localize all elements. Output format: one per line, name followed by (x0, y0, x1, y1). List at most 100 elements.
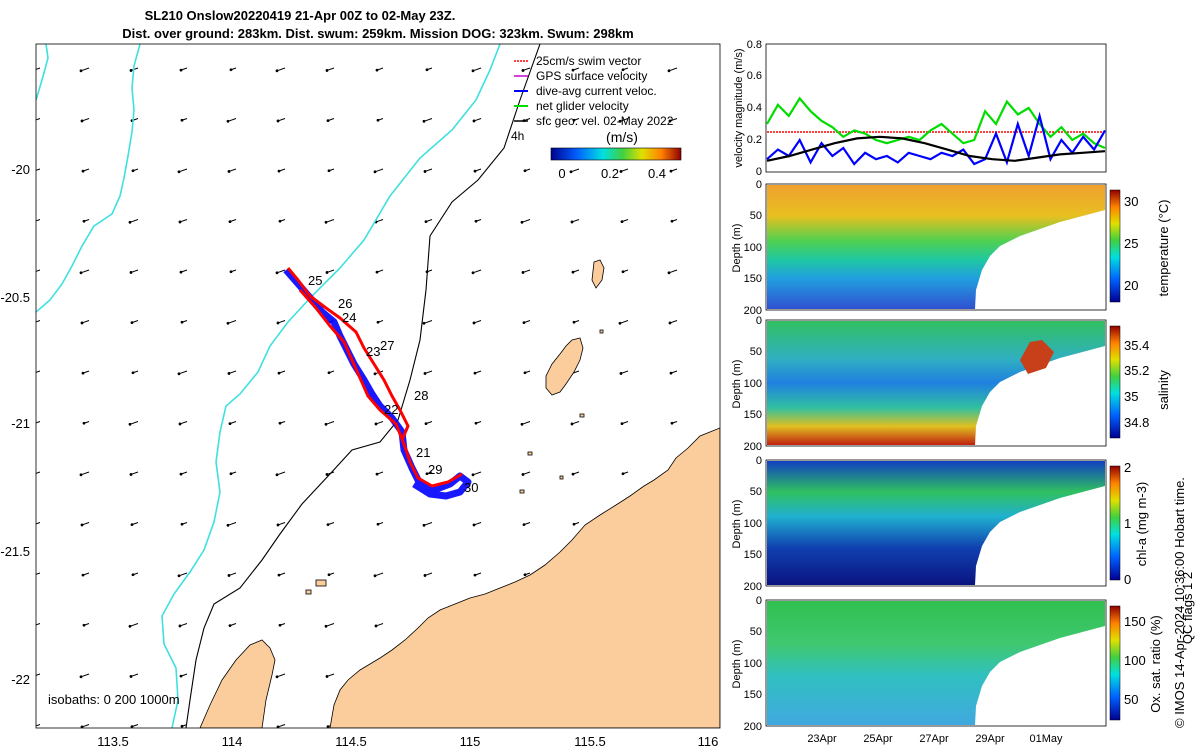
velocity-arrow-head (424, 220, 428, 224)
salinity-field (767, 321, 1105, 445)
ctick: 0 (1124, 572, 1131, 587)
velocity-arrow-head (32, 170, 35, 173)
velocity-arrow (36, 572, 41, 575)
velocity-arrow (325, 623, 335, 627)
velocity-arrow-head (670, 421, 674, 425)
velocity-arrow (36, 118, 41, 121)
velocity-arrow-head (227, 170, 231, 173)
velocity-arrow-head (226, 321, 230, 325)
velocity-arrow (472, 67, 482, 72)
lon-tick: 113.5 (97, 734, 129, 749)
legend-net: net glider velocity (536, 99, 629, 113)
velocity-arrow (276, 471, 286, 476)
velocity-arrow-head (571, 68, 575, 72)
velocity-arrow (423, 118, 433, 122)
figure-subtitle: Dist. over ground: 283km. Dist. swum: 25… (122, 26, 634, 41)
velocity-arrow-head (618, 321, 622, 325)
velocity-arrow-head (425, 472, 429, 476)
velocity-arrow-head (618, 119, 622, 123)
velocity-arrow-head (128, 422, 132, 426)
velocity-arrow (36, 168, 41, 171)
velocity-arrow-head (621, 472, 625, 476)
velocity-arrow-head (522, 523, 526, 526)
chla-ylabel: Depth (m) (731, 500, 743, 549)
velocity-arrow-head (33, 624, 36, 627)
velocity-arrow-head (670, 219, 674, 223)
velocity-arrow-head (131, 169, 135, 173)
velocity-arrow-head (325, 675, 329, 678)
ox-colorbar (1109, 605, 1121, 721)
velocity-arrow (80, 673, 90, 678)
date-tick: 01May (1029, 733, 1063, 745)
sal-ylabel: Depth (m) (731, 360, 743, 409)
lat-tick: -22 (11, 672, 30, 687)
depth-tick: 100 (744, 242, 762, 254)
velocity-arrow-head (326, 119, 330, 122)
velocity-arrow-head (81, 371, 85, 375)
map-y-axis: -20 -20.5 -21 -21.5 -22 (0, 162, 30, 687)
velocity-arrow-head (373, 574, 377, 578)
velocity-arrow-head (131, 573, 135, 577)
velocity-arrow-head (669, 371, 673, 375)
velocity-arrow (374, 572, 384, 577)
velocity-arrow-head (474, 219, 478, 223)
isobath-200m (36, 44, 141, 313)
imos-credit: © IMOS 14-Apr-2024 10:36:00 Hobart time. (1172, 477, 1187, 728)
velocity-arrow (80, 67, 90, 72)
velocity-arrow-head (327, 371, 331, 375)
velocity-arrow-head (570, 422, 574, 426)
velocity-y-axis: 0 0.2 0.4 0.6 0.8 (747, 39, 762, 178)
velocity-arrow-head (668, 321, 672, 325)
depth-tick: 50 (750, 486, 762, 498)
velocity-arrow-head (422, 523, 426, 527)
velocity-arrow (423, 320, 433, 324)
date-tick: 27Apr (919, 733, 949, 745)
velocity-arrow (472, 471, 482, 476)
day-label: 28 (414, 388, 428, 403)
velocity-arrow (129, 219, 139, 223)
velocity-arrow-head (375, 68, 379, 72)
depth-tick: 200 (744, 305, 762, 317)
velocity-arrow (129, 623, 139, 627)
lat-tick: -20.5 (0, 290, 30, 305)
time-x-axis: 23Apr 25Apr 27Apr 29Apr 01May (807, 733, 1063, 745)
velocity-arrow (36, 522, 41, 525)
vel-ytick: 0.8 (747, 39, 762, 51)
velocity-arrow-head (31, 120, 34, 123)
velocity-arrow-head (620, 422, 624, 425)
velocity-arrow-head (325, 473, 329, 476)
ox-cticks: 150 100 50 (1124, 614, 1146, 707)
velocity-arrow (521, 421, 531, 425)
temperature-field (767, 185, 1105, 309)
depth-tick: 50 (750, 210, 762, 222)
velocity-arrow (36, 320, 41, 323)
velocity-arrow-head (472, 321, 476, 325)
temp-colorbar (1109, 189, 1121, 303)
velocity-arrow-head (619, 170, 623, 173)
velocity-arrow-head (131, 371, 135, 375)
depth-tick: 100 (744, 378, 762, 390)
velocity-arrow-head (81, 169, 85, 173)
colorbar-tick: 0.4 (648, 166, 666, 181)
ox-ylabel: Depth (m) (731, 640, 743, 689)
velocity-arrow-head (32, 372, 35, 375)
velocity-arrow-head (376, 522, 380, 526)
velocity-arrow-head (81, 573, 85, 577)
depth-tick: 150 (744, 273, 762, 285)
velocity-arrow (227, 320, 237, 324)
velocity-arrow-head (178, 422, 182, 426)
day-label: 25 (308, 273, 322, 288)
velocity-arrow-head (523, 371, 527, 375)
glider-track (283, 267, 472, 500)
colorbar-title: (m/s) (606, 129, 638, 145)
velocity-arrow-head (523, 169, 527, 173)
velocity-arrow-head (180, 320, 184, 324)
oxygen-panel: 0 50 100 150 200 Depth (m) 150 100 50 Ox… (731, 595, 1163, 745)
lon-tick: 115 (460, 734, 481, 749)
lon-tick: 115.5 (574, 734, 606, 749)
velocity-arrow-head (130, 725, 134, 728)
velocity-arrow-head (376, 320, 380, 324)
velocity-arrow-head (569, 170, 573, 174)
ctick: 35 (1124, 389, 1138, 404)
